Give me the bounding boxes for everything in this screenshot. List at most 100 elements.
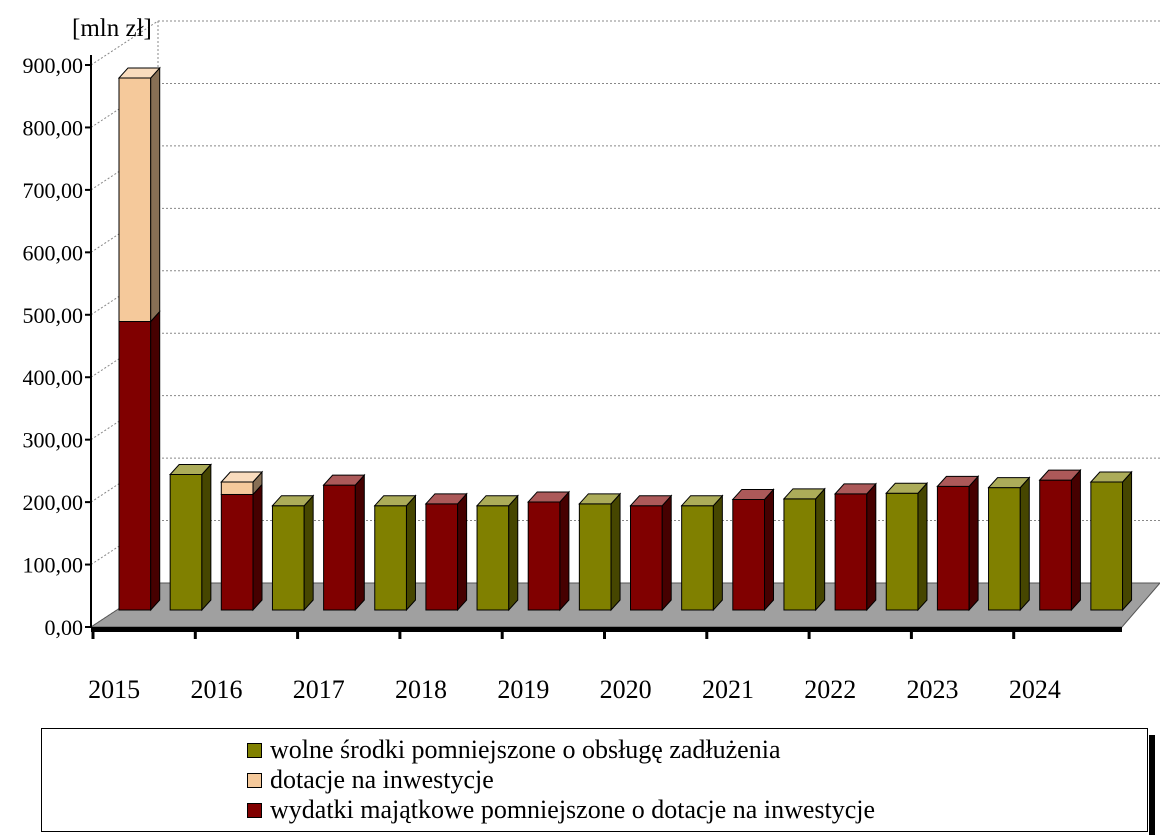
x-tick-label: 2017 <box>293 675 345 704</box>
bar-wolne-2017 <box>373 494 417 612</box>
bar-top <box>220 471 264 483</box>
y-tick-label: 800,00 <box>23 115 84 140</box>
bar-top <box>833 483 877 495</box>
y-tick-label: 300,00 <box>23 428 84 453</box>
bar-front <box>220 493 254 611</box>
y-tick-label: 100,00 <box>23 553 84 578</box>
bar-dotacje-2016 <box>220 470 264 496</box>
bar-front <box>1090 481 1124 611</box>
bar-wydatki-2023 <box>936 475 980 612</box>
bar-top <box>117 67 161 79</box>
bar-front <box>476 505 510 611</box>
legend-label: wydatki majątkowe pomniejszone o dotacje… <box>270 795 876 824</box>
bar-top <box>527 491 571 503</box>
y-tick-label: 0,00 <box>45 615 84 640</box>
bar-top <box>322 474 366 486</box>
bar-side <box>150 310 161 612</box>
x-tick-label: 2020 <box>600 675 652 704</box>
bar-side <box>457 492 468 612</box>
bar-wydatki-2019 <box>527 490 571 612</box>
bar-top <box>1089 471 1133 483</box>
bar-side <box>917 481 928 612</box>
bar-front <box>271 505 305 611</box>
bar-side <box>354 473 365 612</box>
bar-top <box>936 475 980 487</box>
bar-side <box>303 494 314 612</box>
bar-top <box>169 463 212 475</box>
x-tick-label: 2015 <box>88 675 140 704</box>
y-axis-unit-label: [mln zł] <box>72 15 152 42</box>
bar-top <box>885 482 929 494</box>
y-tick-label: 500,00 <box>23 303 84 328</box>
bar-wydatki-2020 <box>629 494 673 612</box>
y-tick-label: 900,00 <box>23 53 84 78</box>
bar-side <box>815 487 826 612</box>
y-tick-label: 600,00 <box>23 240 84 265</box>
bar-front <box>220 481 254 495</box>
bar-front <box>783 498 817 611</box>
bar-front <box>936 485 970 611</box>
x-tick-label: 2016 <box>190 675 242 704</box>
bar-front <box>578 503 612 611</box>
bar-side <box>405 494 416 612</box>
bar-front <box>169 473 203 611</box>
x-tick-label: 2023 <box>907 675 959 704</box>
bar-side <box>712 494 723 612</box>
bar-top <box>1038 469 1082 481</box>
bar-front <box>1039 479 1072 611</box>
x-tick-label: 2024 <box>1009 675 1061 704</box>
bar-front <box>834 493 868 611</box>
bar-front <box>630 505 663 611</box>
bar-side <box>559 490 570 612</box>
bar-side <box>968 475 979 612</box>
gridline-side <box>90 20 159 66</box>
legend-item-dotacje: dotacje na inwestycje <box>247 765 875 795</box>
bar-wydatki-2017 <box>322 473 366 612</box>
bar-side <box>661 494 672 612</box>
bar-top <box>578 493 622 505</box>
bar-front <box>425 503 459 611</box>
bar-wolne-2024 <box>1089 470 1133 612</box>
bar-wolne-2015 <box>169 463 212 612</box>
bars <box>117 66 1133 612</box>
floor-edge <box>91 627 1122 632</box>
bar-side <box>866 482 877 612</box>
bar-side <box>252 483 263 612</box>
legend-list: wolne środki pomniejszone o obsługę zadł… <box>247 735 875 825</box>
x-tick-label: 2019 <box>497 675 549 704</box>
bar-wolne-2019 <box>578 492 622 612</box>
bar-wolne-2020 <box>680 494 724 612</box>
bar-front <box>988 487 1021 611</box>
bar-front <box>323 484 356 611</box>
legend-swatch <box>247 742 262 758</box>
bar-wolne-2022 <box>885 481 929 612</box>
bar-front <box>732 498 766 611</box>
bar-wolne-2016 <box>271 494 315 612</box>
bar-front <box>118 77 152 323</box>
bar-side <box>1122 470 1133 612</box>
y-tick-label: 700,00 <box>23 178 84 203</box>
bar-wolne-2023 <box>987 476 1031 612</box>
bar-wolne-2021 <box>782 487 826 612</box>
bar-wydatki-2021 <box>731 488 775 612</box>
bar-front <box>374 505 407 611</box>
bar-top <box>629 495 673 507</box>
x-tick-label: 2021 <box>702 675 754 704</box>
bar-side <box>1019 476 1030 612</box>
legend-item-wydatki: wydatki majątkowe pomniejszone o dotacje… <box>247 795 875 825</box>
y-axis: 0,00 100,00 200,00 300,00 400,00 500,00 600,00… <box>23 53 92 640</box>
legend-label: wolne środki pomniejszone o obsługę zadł… <box>270 735 781 764</box>
x-tick-label: 2022 <box>804 675 856 704</box>
bar-wydatki-2015 <box>118 310 161 612</box>
bar-wydatki-2016 <box>220 483 263 612</box>
bar-top <box>731 488 775 500</box>
bar-dotacje-2015 <box>117 66 161 323</box>
bar-wydatki-2022 <box>833 482 877 612</box>
y-tick-label: 200,00 <box>23 490 84 515</box>
legend-swatch <box>247 772 262 788</box>
bar-side <box>1070 468 1081 612</box>
x-tick-label: 2018 <box>395 675 447 704</box>
bar-side <box>201 463 212 612</box>
x-axis: 2015 2016 2017 2018 2019 2020 2021 2022 2023 2024 <box>88 627 1061 704</box>
bar-top <box>424 493 468 505</box>
